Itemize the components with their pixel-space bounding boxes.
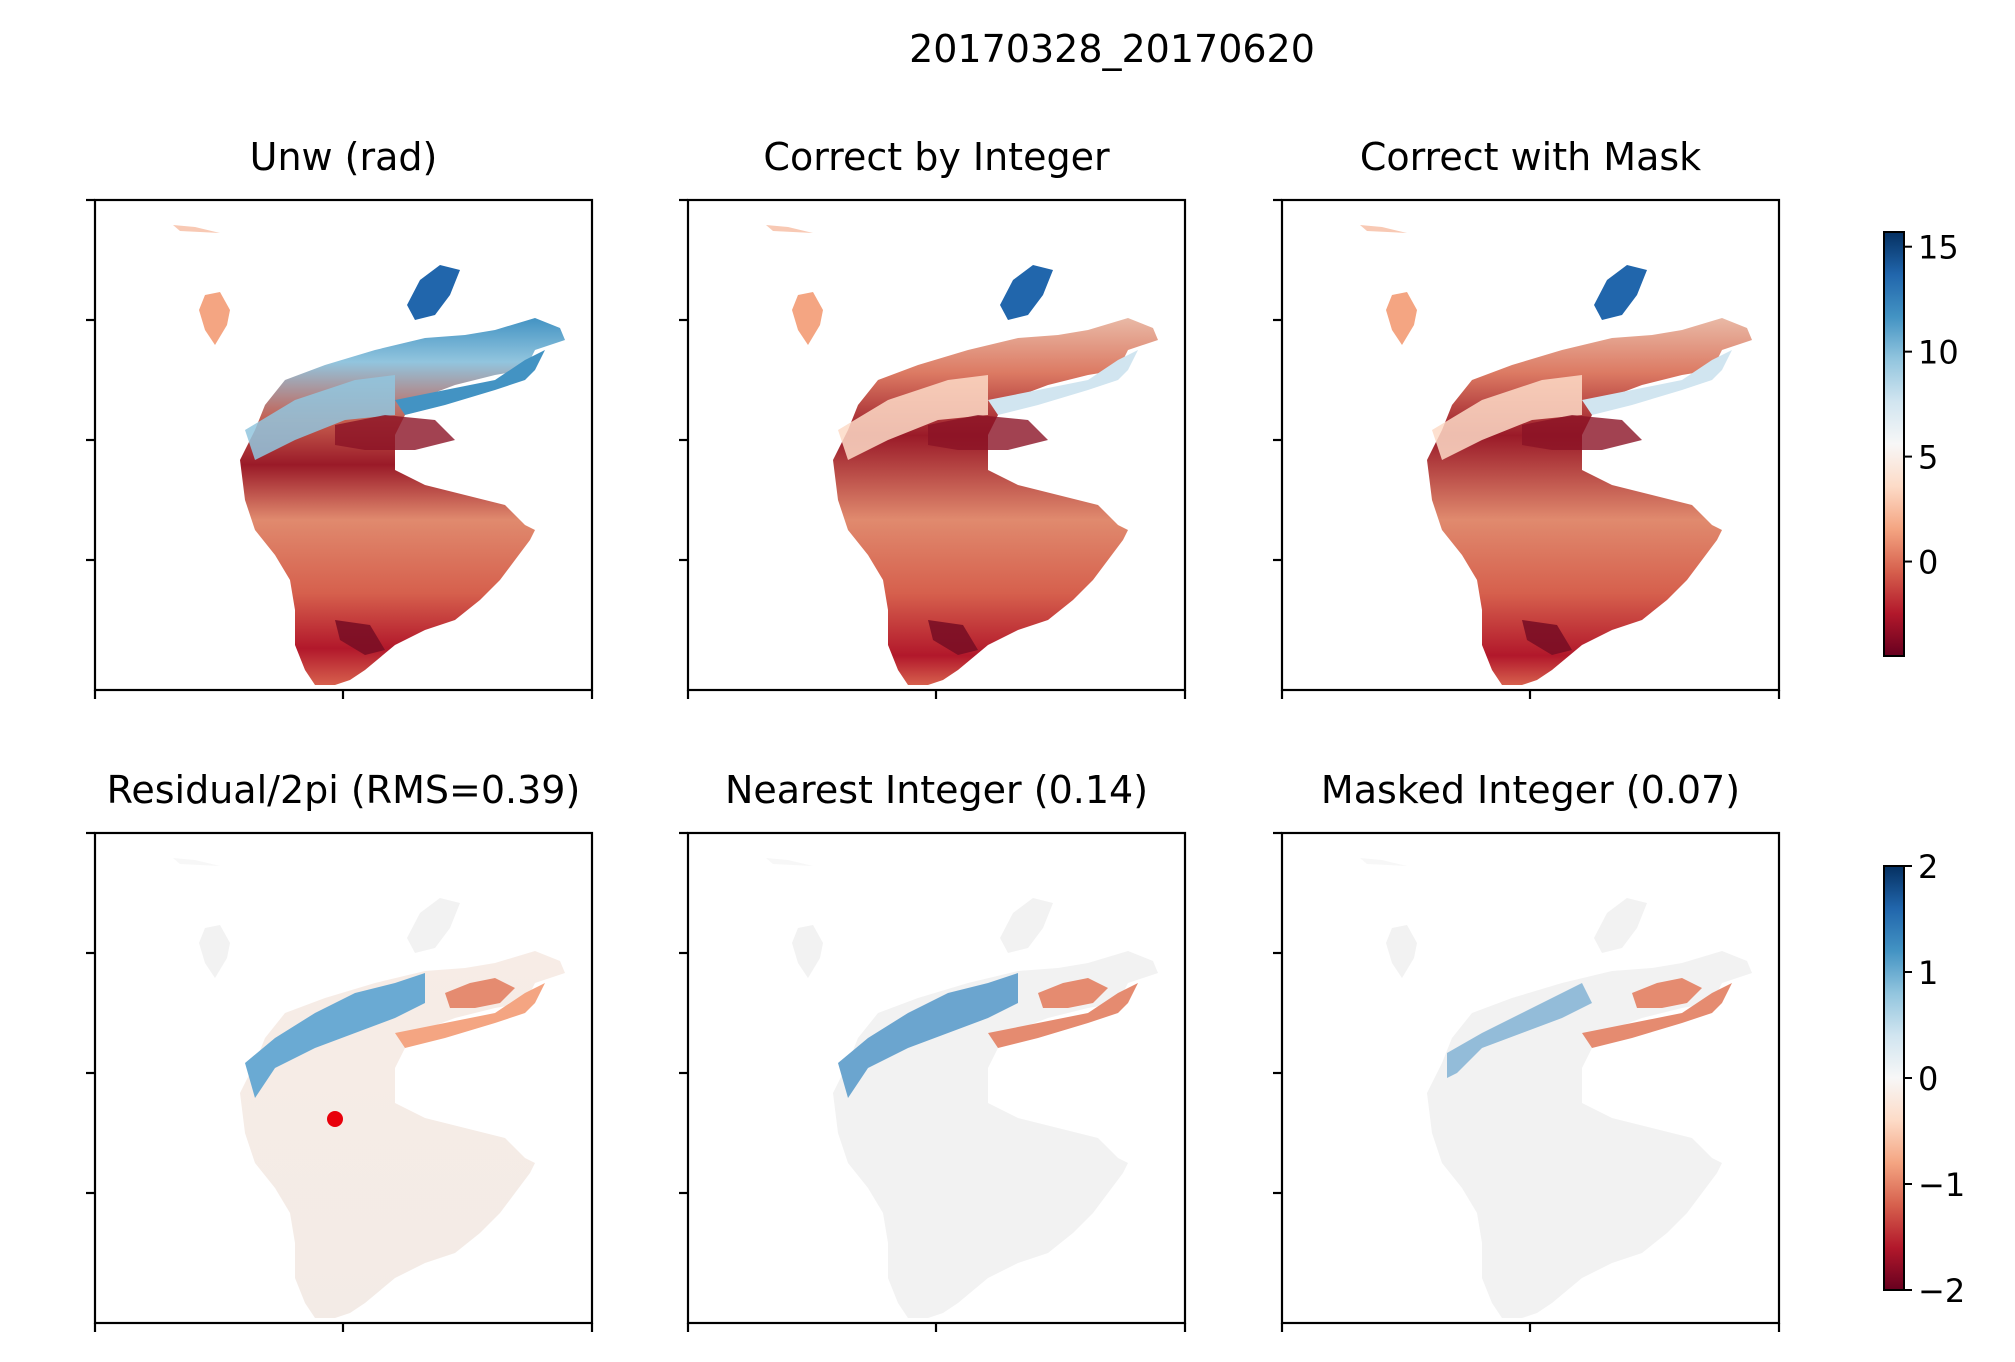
panel-title: Correct by Integer [763, 135, 1110, 179]
panel-2: Correct by Integer [679, 135, 1187, 699]
colorbar-tick-label: −1 [1918, 1166, 1965, 1204]
small-island-region [1386, 292, 1417, 345]
colorbar-tick-label: 2 [1918, 848, 1938, 886]
axis-ticks [1273, 198, 1781, 699]
speck-region [173, 858, 220, 866]
panel-6: Masked Integer (0.07) [1273, 768, 1781, 1332]
axis-ticks [86, 198, 594, 699]
island-region [1000, 265, 1053, 320]
panel-3: Correct with Mask [1273, 135, 1781, 699]
valid-region-strip [988, 983, 1138, 1048]
speck-region [766, 858, 813, 866]
small-island-region [199, 925, 230, 978]
heatmap-image [1360, 225, 1752, 685]
colorbar-1: 15 10 5 0 [1883, 229, 1959, 657]
figure-title: 20170328_20170620 [909, 27, 1315, 71]
valid-region-strip [395, 983, 545, 1048]
panel-1: Unw (rad) [86, 135, 594, 699]
axis-ticks [679, 198, 1187, 699]
axis-ticks [1273, 831, 1781, 1332]
band-region [838, 375, 988, 460]
valid-region-strip [1582, 983, 1732, 1048]
small-island-region [199, 292, 230, 345]
negative-integer-region [1038, 978, 1108, 1008]
colorbar-gradient [1883, 231, 1905, 657]
heatmap-image [766, 225, 1158, 685]
dark-blob [335, 415, 455, 450]
positive-integer-region [838, 973, 1018, 1098]
band-region [1432, 375, 1582, 460]
panel-title: Unw (rad) [250, 135, 438, 179]
small-island-region [792, 925, 823, 978]
colorbar-2: 2 1 0 −1 −2 [1883, 848, 1965, 1310]
island-region [407, 265, 460, 320]
heatmap-image [173, 225, 565, 685]
colorbar-tick-label: 1 [1918, 954, 1938, 992]
panel-title: Masked Integer (0.07) [1321, 768, 1740, 812]
speck-region [766, 225, 813, 233]
axis-ticks [86, 831, 594, 1332]
heatmap-image [173, 858, 565, 1318]
reference-point-marker [327, 1111, 343, 1127]
heatmap-image [1360, 858, 1752, 1318]
dark-blob [1522, 415, 1642, 450]
heatmap-image [766, 858, 1158, 1318]
valid-region-strip [988, 350, 1138, 415]
island-region [1594, 898, 1647, 953]
panel-4: Residual/2pi (RMS=0.39) [86, 768, 594, 1332]
panel-title: Correct with Mask [1360, 135, 1701, 179]
island-region [1594, 265, 1647, 320]
dark-blob [1522, 620, 1572, 655]
island-region [1000, 898, 1053, 953]
speck-region [1360, 858, 1407, 866]
colorbar-tick-label: 10 [1918, 334, 1959, 372]
negative-integer-region [1632, 978, 1702, 1008]
island-region [407, 898, 460, 953]
valid-region-strip [1582, 350, 1732, 415]
positive-integer-region [245, 973, 425, 1098]
colorbar-tick-label: 15 [1918, 229, 1959, 267]
axis-ticks [679, 831, 1187, 1332]
panel-title: Residual/2pi (RMS=0.39) [107, 768, 581, 812]
colorbar-tick-label: −2 [1918, 1272, 1965, 1310]
small-island-region [792, 292, 823, 345]
dark-blob [928, 415, 1048, 450]
dark-blob [928, 620, 978, 655]
small-island-region [1386, 925, 1417, 978]
speck-region [173, 225, 220, 233]
colorbar-tick-label: 0 [1918, 544, 1938, 582]
valid-region [1427, 951, 1752, 1318]
speck-region [1360, 225, 1407, 233]
dark-blob [335, 620, 385, 655]
band-region [245, 375, 395, 460]
panel-5: Nearest Integer (0.14) [679, 768, 1187, 1332]
negative-integer-region [445, 978, 515, 1008]
colorbar-gradient [1883, 865, 1905, 1291]
valid-region-strip [395, 350, 545, 415]
positive-integer-region [1447, 983, 1592, 1078]
colorbar-tick-label: 5 [1918, 439, 1938, 477]
panel-title: Nearest Integer (0.14) [725, 768, 1148, 812]
colorbar-tick-label: 0 [1918, 1060, 1938, 1098]
